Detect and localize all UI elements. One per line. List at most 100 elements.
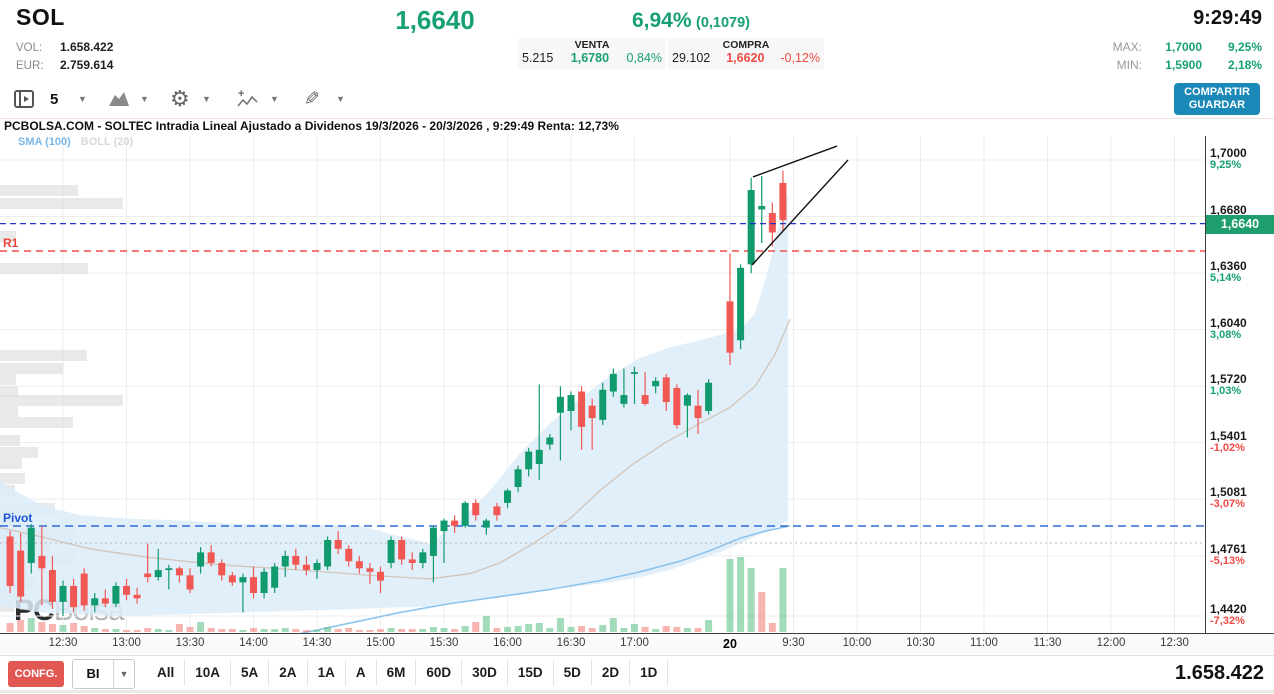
timeframe-select[interactable]: 5: [50, 80, 58, 118]
legend-sma[interactable]: SMA (100): [18, 136, 71, 148]
svg-text:+: +: [238, 88, 244, 100]
chart-style-button[interactable]: [108, 80, 130, 118]
volume-profile-bar: [0, 185, 78, 196]
period-a[interactable]: A: [346, 660, 377, 686]
volume-bar: [387, 628, 395, 632]
candle-body: [80, 573, 88, 606]
volume-profile-bar: [0, 447, 38, 458]
gear-icon: ⚙: [170, 86, 190, 111]
volume-bar: [17, 620, 25, 632]
volume-profile-bar: [0, 435, 20, 446]
max-pct: 9,25%: [1227, 40, 1262, 54]
volume-bar: [101, 629, 109, 632]
period-15d[interactable]: 15D: [508, 660, 554, 686]
period-60d[interactable]: 60D: [416, 660, 463, 686]
min-pct: 2,18%: [1227, 58, 1262, 72]
volume-profile-bar: [0, 386, 18, 397]
volume-bar: [429, 627, 437, 632]
ask-qty: 5.215: [522, 51, 554, 65]
change-block: 6,94% (0,1079): [586, 9, 796, 33]
volume-bar: [398, 629, 406, 632]
period-2a[interactable]: 2A: [269, 660, 308, 686]
period-1d[interactable]: 1D: [630, 660, 669, 686]
trend-line: [751, 159, 849, 266]
volume-bar: [588, 628, 596, 632]
x-tick-label: 13:30: [175, 637, 205, 649]
period-all[interactable]: All: [146, 660, 186, 686]
volume-bar: [567, 627, 575, 632]
period-2d[interactable]: 2D: [592, 660, 631, 686]
ask-pct: 0,84%: [626, 51, 662, 65]
price-axis[interactable]: 1,7000 9,25% 1,6680 1,6360 5,14% 1,6040 3,08% 1…: [1205, 136, 1274, 633]
x-tick-label: 15:30: [429, 637, 459, 649]
bottom-strip: [0, 690, 1274, 693]
volume-bar: [641, 627, 649, 632]
volume-bar: [324, 627, 332, 632]
settings-caret-icon[interactable]: ▼: [202, 94, 211, 104]
volume-bar: [652, 629, 660, 632]
candle-body: [17, 550, 25, 597]
period-10a[interactable]: 10A: [185, 660, 232, 686]
x-tick-label: 10:30: [906, 637, 935, 649]
draw-tools-button[interactable]: ✎: [304, 80, 320, 118]
mode-caret-icon[interactable]: ▼: [113, 660, 134, 688]
volume-bar: [165, 630, 173, 632]
legend-boll[interactable]: BOLL (20): [80, 136, 134, 148]
volume-profile-bar: [0, 395, 123, 406]
period-1a[interactable]: 1A: [308, 660, 346, 686]
volume-bar: [186, 627, 194, 632]
volume-bar: [260, 629, 268, 632]
add-indicator-button[interactable]: +: [236, 80, 260, 118]
candle-body: [6, 536, 14, 586]
volume-bar: [472, 622, 480, 632]
indicator-legend: SMA (100) BOLL (20): [18, 136, 143, 148]
x-tick-label: 11:00: [970, 637, 998, 649]
candle-body: [599, 389, 607, 420]
candle-body: [779, 182, 787, 221]
period-30d[interactable]: 30D: [462, 660, 508, 686]
config-button[interactable]: CONFG.: [8, 661, 64, 687]
volume-bar: [302, 630, 310, 632]
volume-profile-bar: [0, 350, 87, 361]
trend-line: [752, 145, 838, 178]
candle-body: [175, 568, 183, 576]
add-indicator-caret-icon[interactable]: ▼: [270, 94, 279, 104]
period-6m[interactable]: 6M: [377, 660, 417, 686]
volume-bar: [673, 627, 681, 632]
mode-select[interactable]: BI ▼: [72, 659, 135, 689]
candle-body: [250, 577, 257, 594]
share-save-button[interactable]: COMPARTIR GUARDAR: [1174, 83, 1260, 115]
volume-bar: [123, 630, 130, 632]
candle-body: [419, 552, 427, 563]
candle-body: [281, 555, 289, 567]
timeframe-caret-icon[interactable]: ▼: [78, 94, 87, 104]
settings-button[interactable]: ⚙: [170, 80, 190, 118]
bottom-bar: CONFG. BI ▼ All 10A 5A 2A 1A A 6M 60D 30D 15D 5D 2D…: [0, 655, 1274, 694]
candle-body: [514, 469, 522, 487]
quote-header: SOL VOL: 1.658.422 EUR: 2.759.614 1,6640 6…: [0, 0, 1274, 80]
candle-body: [567, 395, 575, 411]
volume-bar: [578, 626, 586, 632]
volume-bar: [609, 618, 617, 632]
timeframe-value: 5: [50, 90, 59, 108]
candle-body: [154, 570, 162, 578]
ask-price: 1,6780: [570, 51, 610, 65]
volume-bar: [80, 626, 88, 632]
area-style-icon: [109, 92, 129, 106]
x-tick-label: 12:30: [48, 637, 78, 649]
panel-toggle-button[interactable]: [12, 80, 36, 118]
candle-body: [631, 372, 638, 374]
chart-canvas[interactable]: R1 Pivot: [0, 136, 1205, 633]
level-label-R1: R1: [3, 236, 19, 250]
eur-value: 2.759.614: [60, 58, 114, 72]
time-axis[interactable]: 12:30 13:00 13:30 14:00 14:30 15:00 15:30 16:00…: [0, 633, 1274, 654]
chart-style-caret-icon[interactable]: ▼: [140, 94, 149, 104]
period-5a[interactable]: 5A: [231, 660, 270, 686]
candle-body: [588, 405, 596, 419]
draw-tools-caret-icon[interactable]: ▼: [336, 94, 345, 104]
period-5d[interactable]: 5D: [554, 660, 592, 686]
candle-body: [535, 449, 543, 464]
ask-box: VENTA 5.215 1,6780 0,84%: [518, 38, 666, 69]
